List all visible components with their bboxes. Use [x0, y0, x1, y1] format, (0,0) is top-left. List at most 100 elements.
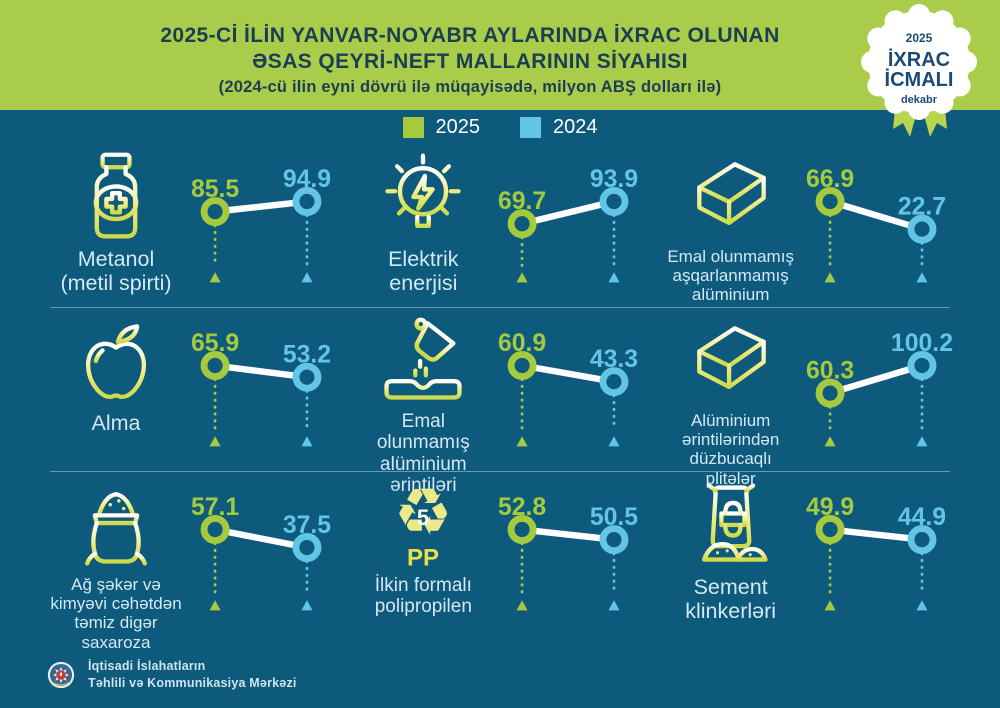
connector-line — [826, 362, 925, 397]
svg-text:♻: ♻ — [394, 477, 453, 549]
badge-ixrac-icmali: 2025 İXRAC İCMALI dekabr — [857, 4, 982, 144]
legend-item-2024: 2024 — [520, 116, 598, 139]
chart-legend: 2025 2024 — [0, 110, 1000, 144]
baseline-triangle — [209, 436, 221, 447]
footer-org-line2: Təhlili və Kommunikasiya Mərkəzi — [88, 676, 297, 690]
baseline-triangle — [608, 436, 620, 447]
value-2025: 69.7 — [498, 188, 546, 215]
value-2025: 85.5 — [191, 176, 239, 203]
slope-chart: 49.9 44.9 — [806, 494, 946, 611]
apple-icon — [68, 313, 164, 409]
value-2024: 37.5 — [283, 512, 331, 539]
connector-line — [519, 362, 618, 385]
baseline-triangle — [301, 272, 313, 283]
item-label: Alüminium ərintilərindən düzbucaqlı plit… — [681, 411, 780, 488]
baseline-triangle — [824, 272, 836, 283]
data-point — [907, 525, 937, 555]
item-label: Metanol (metil spirti) — [60, 247, 172, 296]
badge-month: dekabr — [901, 94, 938, 106]
slope-chart: 60.9 43.3 — [498, 330, 638, 447]
item-icon-label-block: Alüminium ərintilərindən düzbucaqlı plit… — [665, 308, 797, 488]
baseline-triangle — [608, 272, 620, 283]
connector-line — [211, 526, 311, 551]
items-row-2: Alma 65.9 53.2 Emal olunmamış alüminium əri… — [0, 308, 1000, 496]
baseline-triangle — [916, 272, 928, 283]
baseline-triangle — [608, 600, 620, 611]
legend-label-2024: 2024 — [553, 115, 598, 138]
legend-swatch-2024 — [520, 116, 541, 138]
medicine-bottle-icon — [68, 149, 164, 245]
header: 2025-Cİ İLİN YANVAR-NOYABR AYLARINDA İXR… — [0, 0, 1000, 137]
baseline-triangle — [301, 600, 313, 611]
baseline-triangle — [916, 436, 928, 447]
light-bulb-energy-icon — [375, 149, 471, 245]
data-point — [507, 209, 537, 239]
item-label: Ağ şəkər və kimyəvi cəhətdən təmiz digər… — [50, 575, 182, 652]
baseline-triangle — [209, 600, 221, 611]
slope-chart: 65.9 53.2 — [191, 330, 331, 447]
title-line-2: ƏSAS QEYRİ-NEFT MALLARININ SİYAHISI — [252, 50, 688, 73]
value-2024: 100.2 — [891, 330, 953, 357]
baseline-triangle — [516, 600, 528, 611]
export-item: ♻ 5 PP İlkin formalı polipropilen 52.8 50.5 — [357, 472, 664, 635]
title-line-1: 2025-Cİ İLİN YANVAR-NOYABR AYLARINDA İXR… — [160, 23, 780, 47]
data-point — [507, 351, 537, 380]
data-point — [200, 197, 230, 227]
value-2025: 49.9 — [806, 494, 854, 521]
badge-line1: İXRAC — [888, 48, 950, 71]
data-point — [507, 515, 537, 544]
subtitle: (2024-cü ilin eyni dövrü ilə müqayisədə,… — [218, 78, 722, 97]
badge-year: 2025 — [906, 31, 933, 45]
data-point — [815, 515, 845, 544]
items-row-1: Metanol (metil spirti) 85.5 94.9 Elektrik e… — [0, 144, 1000, 307]
value-2025: 65.9 — [191, 330, 239, 357]
baseline-triangle — [824, 600, 836, 611]
metal-casting-icon — [375, 313, 471, 409]
value-2025: 57.1 — [191, 494, 239, 521]
item-icon-label-block: Sement klinkerləri — [665, 472, 797, 635]
value-2025: 60.3 — [806, 357, 854, 384]
item-label: Emal olunmamış aşqarlanmamış alüminium — [667, 247, 794, 305]
item-icon-label-block: Elektrik enerjisi — [357, 144, 489, 307]
value-2024: 50.5 — [590, 504, 638, 531]
data-point — [200, 351, 230, 380]
data-point — [292, 533, 322, 562]
baseline-triangle — [516, 272, 528, 283]
data-point — [815, 187, 845, 216]
cement-bag-icon — [683, 477, 779, 573]
item-label: Elektrik enerjisi — [388, 247, 459, 296]
data-point — [907, 214, 937, 244]
value-2025: 60.9 — [498, 330, 546, 357]
item-label: Sement klinkerləri — [685, 575, 777, 624]
badge-seal-icon: 2025 İXRAC İCMALI dekabr — [861, 4, 977, 137]
recycle-pp-icon: ♻ 5 PP — [375, 477, 471, 573]
connector-line — [826, 198, 925, 233]
slope-chart: 57.1 37.5 — [191, 494, 331, 611]
export-item: Metanol (metil spirti) 85.5 94.9 — [50, 144, 357, 307]
baseline-triangle — [916, 600, 928, 611]
item-icon-label-block: Alma — [50, 308, 182, 471]
connector-line — [211, 198, 311, 215]
footer: İqtisadi İslahatların Təhlili və Kommuni… — [0, 658, 1000, 708]
value-2024: 93.9 — [590, 166, 638, 193]
recycle-number: 5 — [417, 505, 429, 530]
item-icon-label-block: Emal olunmamış alüminium ərintiləri — [357, 308, 489, 496]
badge-scallop — [861, 4, 977, 120]
sugar-sack-icon — [68, 477, 164, 573]
value-2025: 52.8 — [498, 494, 546, 521]
value-2025: 66.9 — [806, 166, 854, 193]
connector-line — [826, 526, 925, 543]
data-point — [907, 351, 937, 380]
slope-chart: 60.3 100.2 — [806, 330, 953, 447]
export-item: Elektrik enerjisi 69.7 93.9 — [357, 144, 664, 307]
item-label: Emal olunmamış alüminium ərintiləri — [376, 411, 470, 497]
item-icon-label-block: Ağ şəkər və kimyəvi cəhətdən təmiz digər… — [50, 472, 182, 652]
value-2024: 22.7 — [897, 193, 945, 220]
value-2024: 43.3 — [590, 346, 638, 373]
connector-line — [519, 526, 618, 543]
export-item: Alma 65.9 53.2 — [50, 308, 357, 471]
data-point — [292, 362, 322, 392]
data-point — [599, 187, 629, 216]
baseline-triangle — [301, 436, 313, 447]
state-emblem-icon — [47, 661, 75, 689]
